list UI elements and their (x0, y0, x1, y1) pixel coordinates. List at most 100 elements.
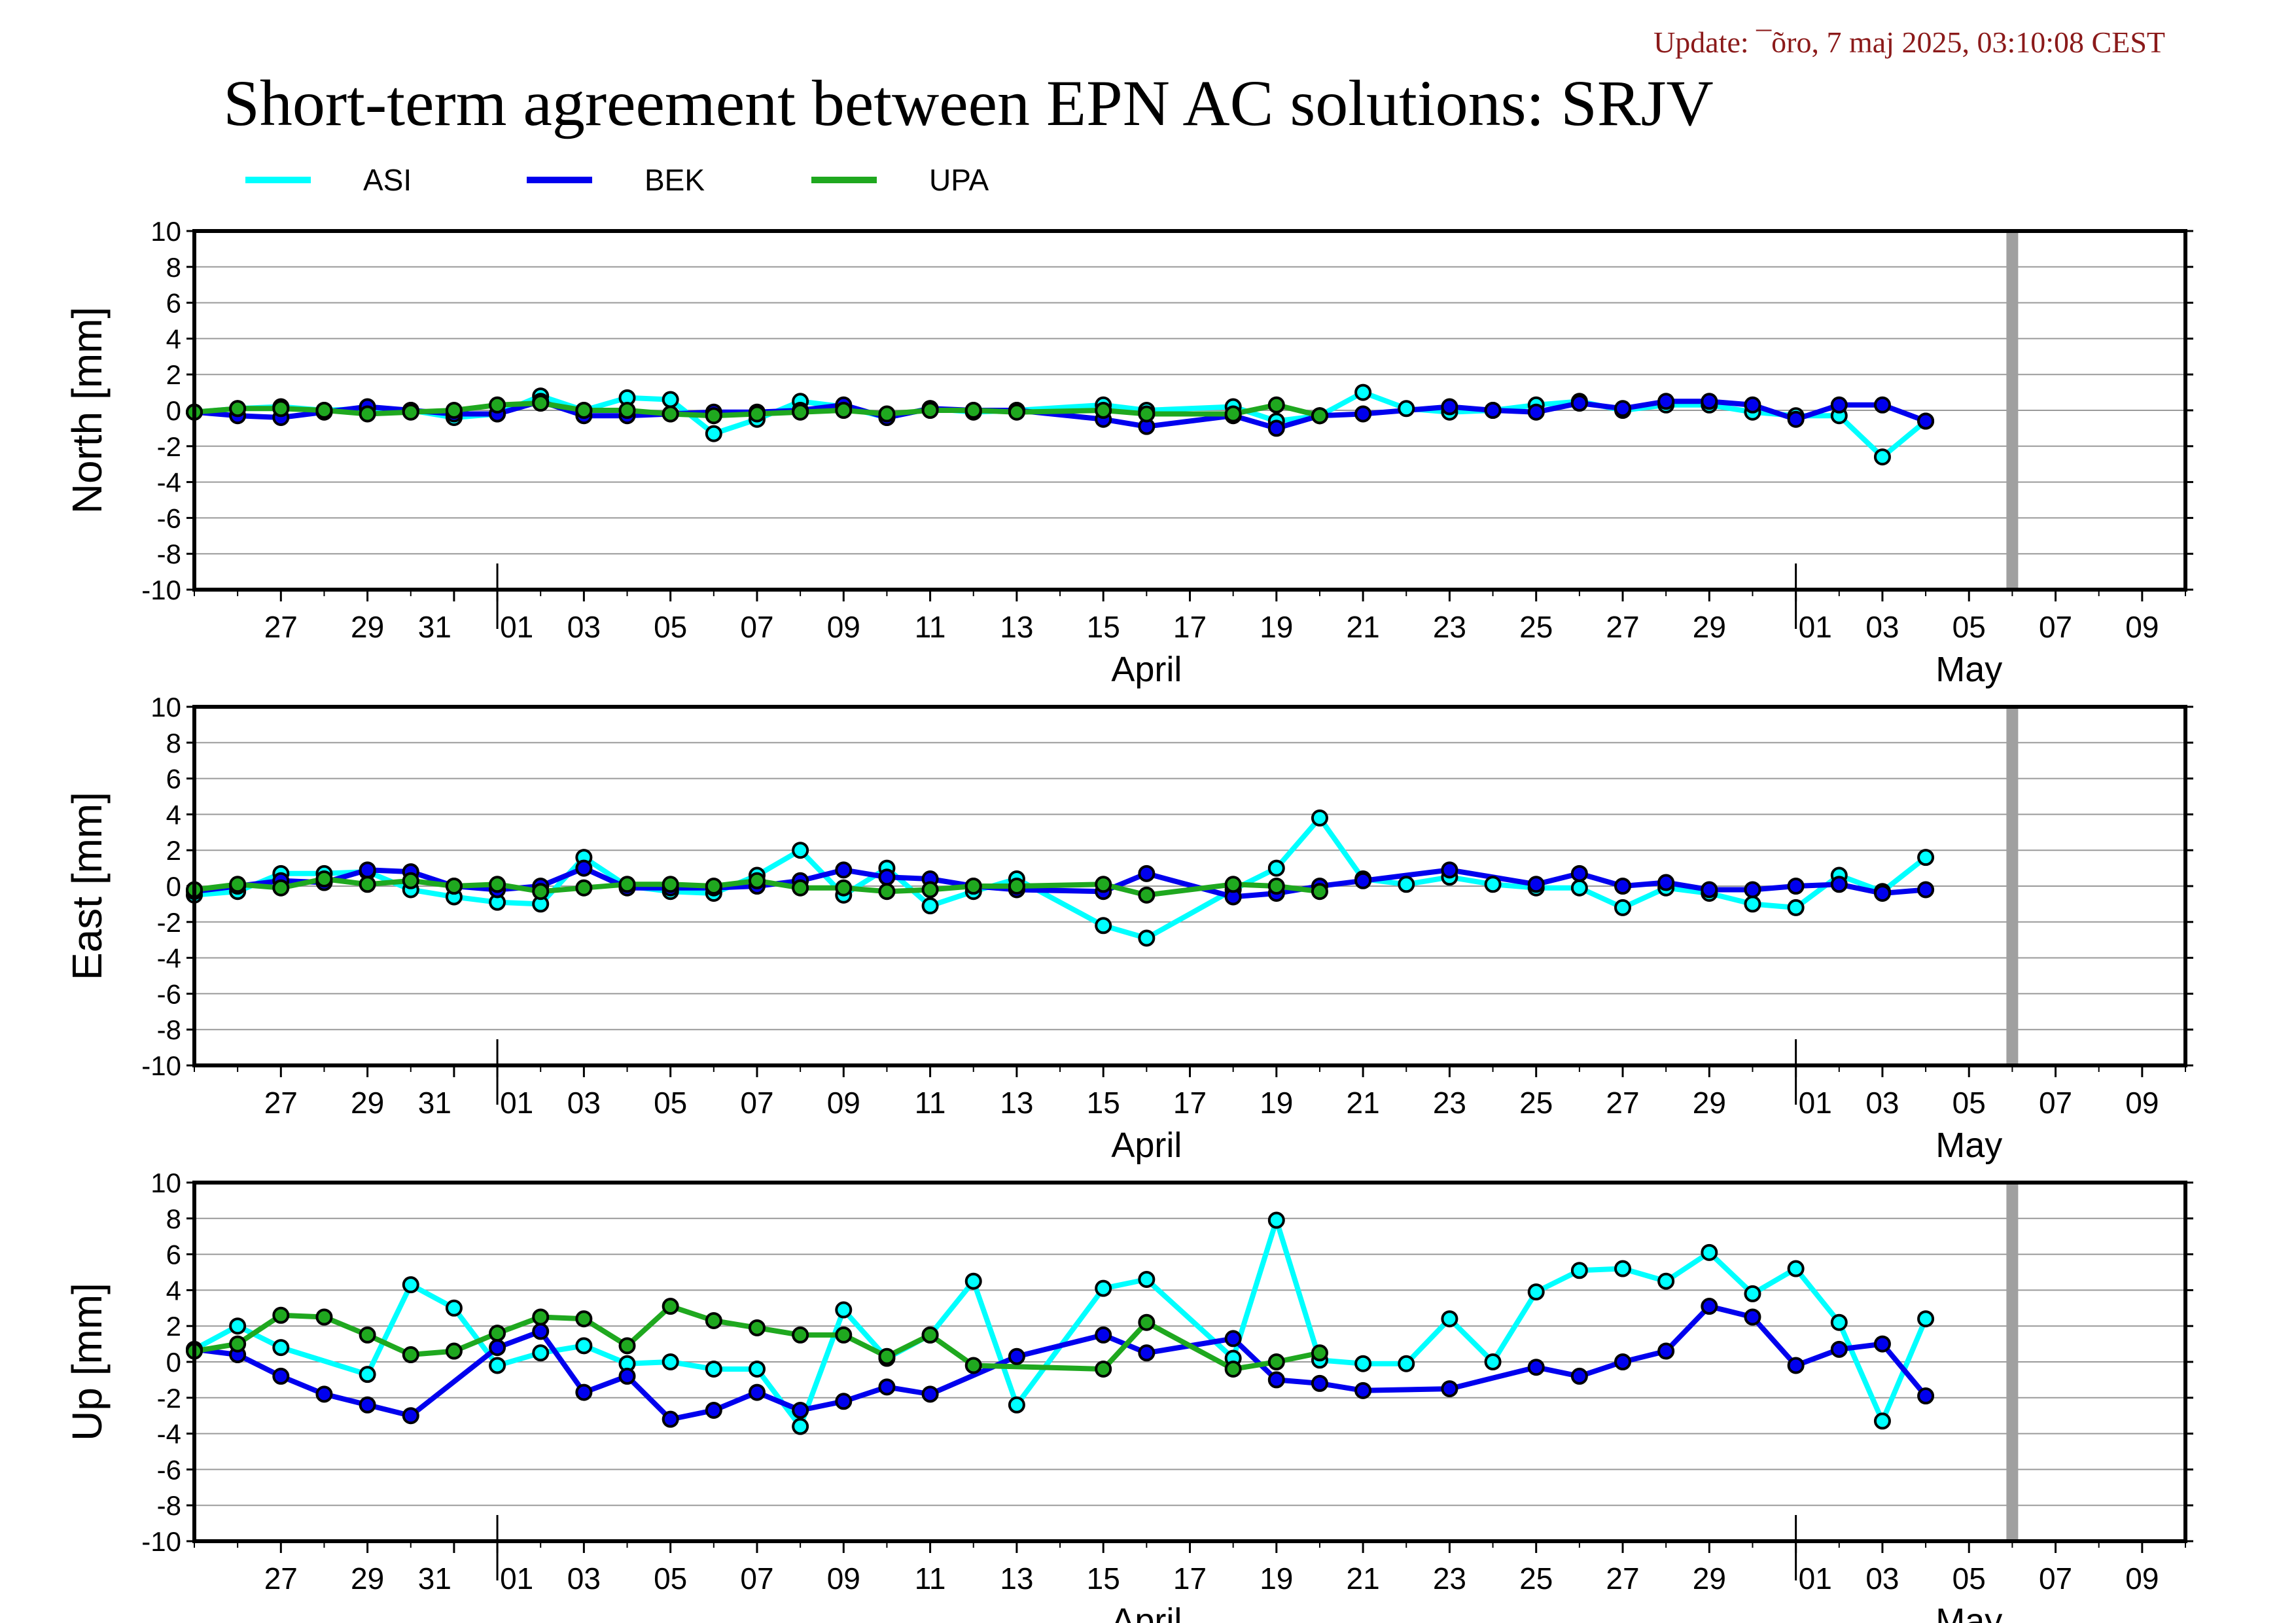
y-axis-label: East [mm] (63, 792, 111, 980)
y-axis-label: Up [mm] (63, 1283, 111, 1441)
y-tick-label: -8 (157, 1490, 181, 1521)
data-point-upa (445, 878, 463, 895)
x-tick-label: 09 (827, 1561, 860, 1596)
panel-east: 10 8 6 4 2 0 -2 -4 -6 -8 -10 27 29 31 01 03 05 07 09 11 13 15… (63, 692, 2193, 1165)
y-tick-label: -10 (141, 1526, 181, 1557)
y-tick-label: -10 (141, 1050, 181, 1081)
data-point-upa (489, 396, 506, 414)
data-point-upa (489, 876, 506, 893)
data-point-upa (748, 1319, 766, 1336)
data-point-asi (705, 1360, 722, 1378)
legend-item-asi[interactable]: ASI (245, 151, 412, 209)
y-tick-label: -10 (141, 575, 181, 605)
x-tick-label: 01 (1799, 610, 1832, 644)
month-label: May (1935, 650, 2002, 689)
chart-title: Short-term agreement between EPN AC solu… (223, 67, 1714, 139)
x-tick-label: 27 (264, 1561, 298, 1596)
month-label: April (1111, 1126, 1182, 1165)
data-point-upa (272, 1306, 290, 1324)
data-point-upa (748, 872, 766, 889)
data-point-upa (402, 1346, 419, 1364)
data-point-asi (1311, 809, 1328, 827)
data-point-upa (964, 402, 982, 419)
y-tick-label: 4 (166, 799, 181, 830)
y-tick-label: 8 (166, 728, 181, 758)
x-tick-label: 27 (264, 1086, 298, 1120)
y-tick-label: -4 (157, 943, 181, 974)
data-point-upa (315, 1308, 333, 1326)
data-point-bek (272, 1367, 290, 1385)
y-tick-label: 2 (166, 1311, 181, 1342)
data-point-bek (1744, 396, 1761, 414)
data-point-asi (1570, 1262, 1588, 1279)
data-point-bek (1441, 398, 1458, 416)
data-point-asi (1095, 1279, 1112, 1297)
data-point-asi (229, 1317, 247, 1335)
x-tick-label: 09 (827, 1086, 860, 1120)
current-date-marker (2006, 707, 2019, 1065)
month-label: May (1935, 1601, 2002, 1623)
data-point-upa (575, 1310, 593, 1328)
data-point-asi (1830, 1313, 1848, 1331)
data-point-bek (359, 1396, 376, 1414)
x-tick-label: 09 (2125, 1086, 2159, 1120)
data-point-bek (1657, 874, 1675, 891)
data-point-bek (575, 859, 593, 877)
x-tick-label: 23 (1433, 1086, 1466, 1120)
data-point-upa (272, 879, 290, 897)
legend-item-bek[interactable]: BEK (527, 151, 705, 209)
x-tick-label: 17 (1173, 1086, 1207, 1120)
x-tick-label: 21 (1347, 1086, 1380, 1120)
data-point-bek (792, 1401, 809, 1419)
data-point-asi (1614, 1260, 1632, 1277)
x-tick-label: 17 (1173, 610, 1207, 644)
legend-label-asi: ASI (363, 163, 412, 197)
x-tick-label: 09 (827, 610, 860, 644)
data-point-asi (1744, 1285, 1761, 1302)
data-point-bek (1917, 1387, 1935, 1405)
data-point-bek (1873, 884, 1891, 902)
data-point-bek (1917, 412, 1935, 430)
data-point-bek (315, 1385, 333, 1403)
legend-item-upa[interactable]: UPA (811, 151, 989, 209)
x-tick-label: 07 (2039, 1561, 2072, 1596)
data-point-upa (1224, 405, 1242, 423)
data-point-asi (1787, 899, 1805, 916)
data-point-upa (229, 400, 247, 418)
y-tick-label: -6 (157, 978, 181, 1009)
x-tick-label: 21 (1347, 610, 1380, 644)
data-point-upa (402, 872, 419, 889)
data-point-upa (705, 1311, 722, 1329)
y-tick-label: -8 (157, 1014, 181, 1045)
data-point-upa (1311, 1344, 1328, 1362)
data-point-bek (618, 1367, 636, 1385)
x-tick-label: 15 (1087, 1086, 1120, 1120)
x-tick-label: 25 (1519, 1561, 1553, 1596)
data-point-bek (705, 1401, 722, 1419)
x-tick-label: 31 (418, 1086, 451, 1120)
x-tick-label: 29 (1693, 1086, 1726, 1120)
x-tick-label: 03 (567, 610, 601, 644)
data-point-bek (1138, 1344, 1156, 1362)
data-point-bek (1138, 865, 1156, 882)
legend-swatch-asi (245, 177, 311, 183)
x-tick-label: 13 (1000, 1086, 1033, 1120)
y-tick-label: 6 (166, 1240, 181, 1270)
x-tick-label: 07 (2039, 1086, 2072, 1120)
data-point-bek (1527, 1359, 1545, 1376)
data-point-bek (359, 861, 376, 879)
x-tick-label: 05 (1952, 610, 1986, 644)
x-tick-label: 03 (1865, 1561, 1899, 1596)
x-tick-label: 25 (1519, 610, 1553, 644)
x-tick-label: 29 (1693, 1561, 1726, 1596)
data-point-upa (1008, 878, 1025, 895)
data-point-upa (792, 879, 809, 897)
data-point-upa (402, 403, 419, 421)
data-point-upa (705, 407, 722, 425)
legend-swatch-bek (527, 177, 592, 183)
y-tick-label: 10 (150, 692, 181, 722)
data-point-bek (1830, 876, 1848, 893)
y-tick-label: 0 (166, 395, 181, 426)
data-point-asi (662, 391, 679, 408)
